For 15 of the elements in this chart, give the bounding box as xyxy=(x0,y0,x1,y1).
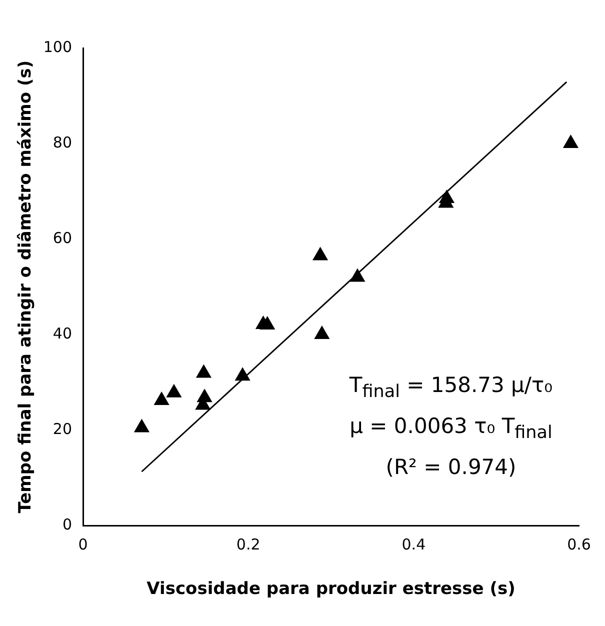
y-tick-label: 40 xyxy=(52,324,72,342)
x-tick-label: 0.4 xyxy=(402,535,426,554)
y-tick-label: 0 xyxy=(62,515,72,534)
x-tick-label: 0.6 xyxy=(567,535,591,554)
annotation: T$_{final}$ = 158.73 μ/τ₀ xyxy=(348,372,554,404)
x-tick-label: 0 xyxy=(78,535,88,554)
annotation: μ = 0.0063 τ₀ T$_{final}$ xyxy=(348,413,554,446)
annotation: (R² = 0.974) xyxy=(384,454,518,482)
y-tick-label: 80 xyxy=(52,133,72,152)
y-axis-title: Tempo final para atingir o diâmetro máximo (s) xyxy=(16,60,36,514)
x-tick-label: 0.2 xyxy=(236,535,260,554)
y-tick-label: 60 xyxy=(52,228,72,247)
y-tick-label: 20 xyxy=(52,420,72,438)
y-tick-label: 100 xyxy=(43,38,72,56)
x-axis-title: Viscosidade para produzir estresse (s) xyxy=(146,579,516,600)
